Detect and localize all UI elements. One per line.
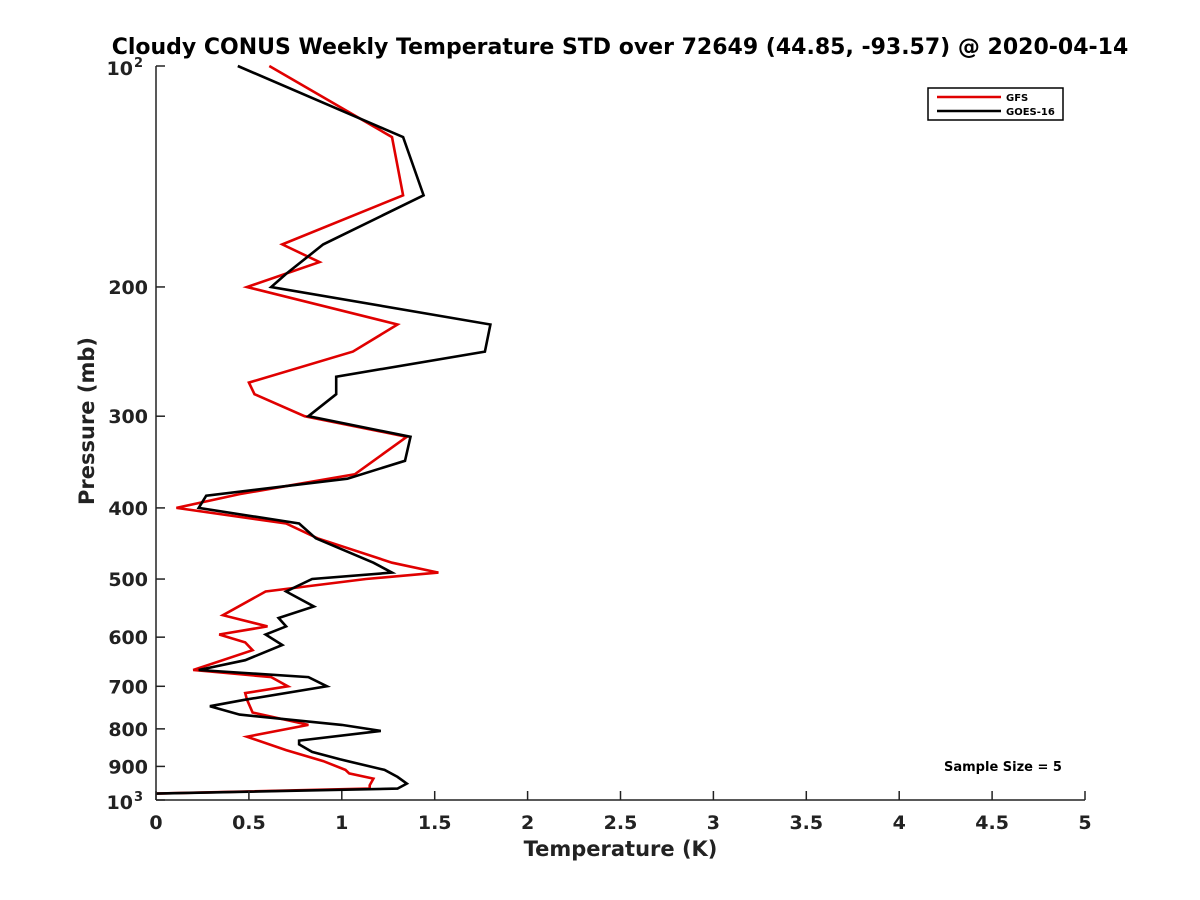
x-tick-label: 4.5 xyxy=(975,812,1009,834)
legend-entry: GFS xyxy=(1006,93,1028,104)
y-tick-label: 300 xyxy=(108,406,148,428)
y-tick-label: 900 xyxy=(108,756,148,778)
x-tick-label: 5 xyxy=(1078,812,1091,834)
axes-layer: 0 0.5 1 1.5 2 2.5 3 3.5 4 4.5 5 200 300 400 500 600 700 8… xyxy=(107,56,1092,834)
series-line-goes-16 xyxy=(155,64,492,795)
legend: GFS GOES-16 xyxy=(927,87,1064,121)
x-tick-label: 2.5 xyxy=(604,812,638,834)
y-tick-label: 700 xyxy=(108,676,148,698)
x-tick-label: 3 xyxy=(707,812,720,834)
sample-size-annotation: Sample Size = 5 xyxy=(944,760,1062,775)
x-tick-label: 2 xyxy=(521,812,534,834)
y-tick-label: 800 xyxy=(108,719,148,741)
y-axis-label: Pressure (mb) xyxy=(75,337,99,505)
series-line-gfs xyxy=(155,64,439,795)
y-tick-label-base: 10 xyxy=(107,58,133,80)
x-axis-label: Temperature (K) xyxy=(524,837,718,861)
legend-entry: GOES-16 xyxy=(1006,107,1055,118)
x-tick-label: 3.5 xyxy=(789,812,823,834)
y-tick-label: 200 xyxy=(108,277,148,299)
y-tick-label-exponent: 2 xyxy=(134,56,143,71)
x-tick-label: 0 xyxy=(149,812,162,834)
y-tick-label: 400 xyxy=(108,498,148,520)
chart-title: Cloudy CONUS Weekly Temperature STD over… xyxy=(112,35,1129,60)
x-tick-label: 1 xyxy=(335,812,348,834)
y-tick-label-base: 10 xyxy=(107,792,133,814)
x-tick-label: 0.5 xyxy=(232,812,266,834)
y-tick-label-exponent: 3 xyxy=(134,790,143,805)
y-tick-label: 500 xyxy=(108,569,148,591)
x-tick-label: 1.5 xyxy=(418,812,452,834)
legend-box xyxy=(927,87,1064,121)
series-layer xyxy=(155,64,492,795)
y-tick-label: 600 xyxy=(108,627,148,649)
x-tick-label: 4 xyxy=(893,812,906,834)
